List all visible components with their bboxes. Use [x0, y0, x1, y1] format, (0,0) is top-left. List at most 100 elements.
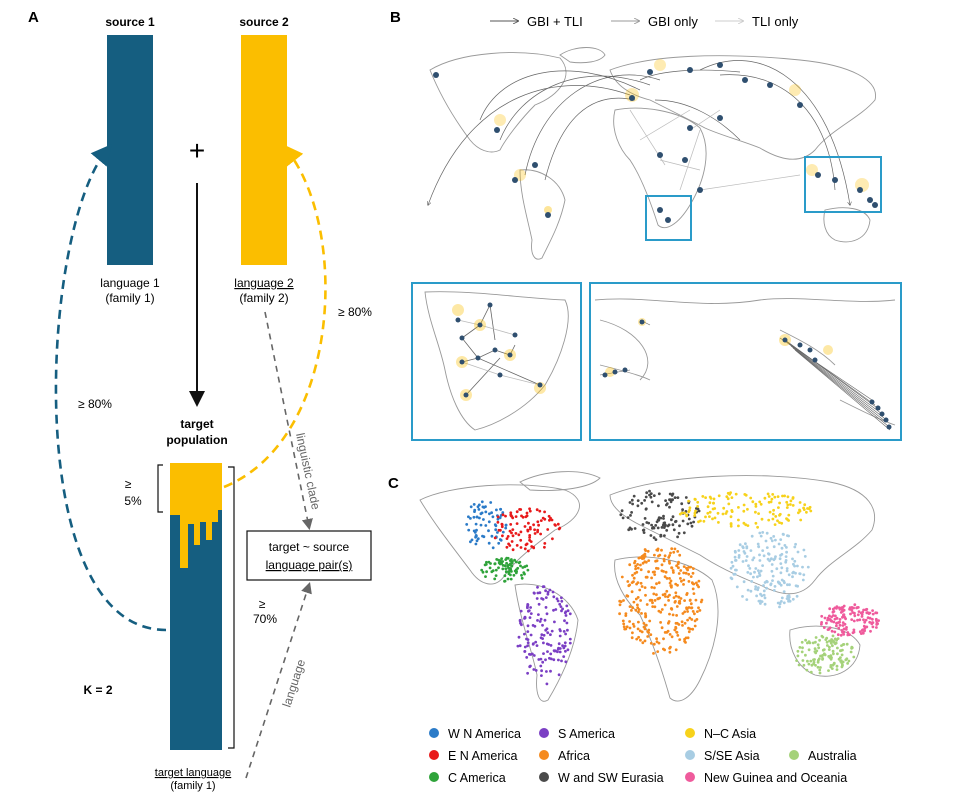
language-dot — [667, 599, 670, 602]
language-dot — [523, 645, 527, 649]
language-dot — [527, 521, 530, 525]
language-dot — [543, 542, 547, 545]
language-dot — [742, 580, 746, 584]
language-dot — [780, 521, 784, 525]
language-dot — [645, 521, 649, 524]
language-dot — [652, 642, 656, 646]
language-dot — [660, 548, 663, 552]
legend-dot-s-se-asia — [685, 750, 695, 760]
language-dot — [523, 525, 527, 528]
language-dot — [512, 573, 516, 577]
language-dot — [671, 613, 675, 617]
language-dot — [514, 515, 518, 518]
language-dot — [539, 532, 542, 536]
language-dot — [759, 534, 763, 538]
target-language-label: target language — [155, 767, 231, 779]
target-population-line2: population — [166, 433, 227, 447]
language-dot — [560, 596, 563, 600]
language-dot — [862, 618, 865, 622]
legend-dot-s-america — [539, 728, 549, 738]
language-dot — [662, 647, 665, 651]
language-dot — [527, 609, 530, 613]
language-dot — [796, 649, 800, 653]
language-dot — [804, 653, 807, 657]
language-dot — [713, 516, 717, 520]
language-dot — [528, 507, 531, 511]
language-dot — [771, 512, 775, 516]
language-dot — [644, 593, 647, 597]
language-dot — [515, 560, 518, 564]
language-dot — [518, 644, 522, 648]
language-dot — [636, 504, 640, 508]
language-dot — [651, 601, 654, 605]
language-dot — [622, 599, 625, 602]
language-dot — [778, 605, 781, 609]
language-dot — [818, 638, 821, 642]
language-dot — [472, 515, 476, 519]
language-dot — [711, 517, 714, 521]
language-dot — [784, 555, 788, 558]
language-dot — [648, 619, 652, 623]
language-dot — [520, 573, 523, 577]
language-dot — [625, 625, 629, 629]
language-dot — [827, 648, 831, 651]
language-dot — [506, 577, 510, 581]
language-dot — [696, 505, 699, 508]
language-dot — [472, 503, 476, 506]
language-dot — [637, 610, 640, 614]
language-dot — [763, 496, 767, 500]
language-dot — [806, 565, 810, 569]
language-dot — [500, 557, 503, 561]
language-dot — [562, 646, 566, 650]
language-dot — [696, 500, 700, 504]
language-dot — [557, 673, 561, 677]
language-dot — [531, 642, 535, 646]
language-dot — [653, 573, 657, 576]
language-dot — [839, 633, 843, 637]
language-dot — [693, 612, 696, 616]
language-dot — [765, 586, 768, 590]
language-dot — [631, 631, 634, 635]
language-dot — [670, 518, 673, 522]
language-dot — [842, 633, 846, 636]
language-dot — [785, 506, 789, 509]
language-dot — [801, 646, 804, 650]
language-dot — [631, 502, 634, 506]
language-dot — [808, 641, 812, 645]
language-dot — [831, 614, 835, 617]
language-dot — [846, 631, 850, 634]
language-dot — [653, 599, 657, 602]
blue-dashed-arrow — [54, 144, 167, 632]
language-dot — [619, 513, 623, 517]
language-dot — [545, 627, 549, 631]
language-dot — [730, 560, 734, 564]
language-dot — [477, 508, 481, 511]
language-dot — [564, 614, 568, 617]
language-dot — [828, 607, 832, 611]
language-dot — [536, 520, 540, 524]
language-dot — [685, 514, 689, 518]
language-dot — [493, 577, 497, 581]
language-dot — [700, 598, 704, 602]
language-dot — [563, 619, 566, 623]
language-dot — [716, 511, 720, 515]
language-dot — [678, 512, 682, 516]
language-dot — [644, 495, 648, 499]
language-dot — [647, 559, 651, 562]
language-dot — [553, 649, 556, 653]
language-dot — [774, 538, 777, 542]
language-dot — [768, 510, 772, 514]
language-dot — [838, 623, 842, 627]
language-dot — [517, 533, 521, 537]
language-dot — [504, 524, 508, 527]
language-dot — [691, 610, 695, 613]
language-dot — [737, 518, 740, 522]
language-dot — [798, 509, 802, 513]
language-dot — [662, 570, 665, 573]
language-dot — [828, 614, 831, 618]
language-dot — [633, 527, 637, 530]
language-dot — [549, 669, 552, 673]
migration-arcs — [428, 60, 850, 205]
language-dot — [717, 494, 721, 498]
language-dot — [761, 549, 765, 552]
